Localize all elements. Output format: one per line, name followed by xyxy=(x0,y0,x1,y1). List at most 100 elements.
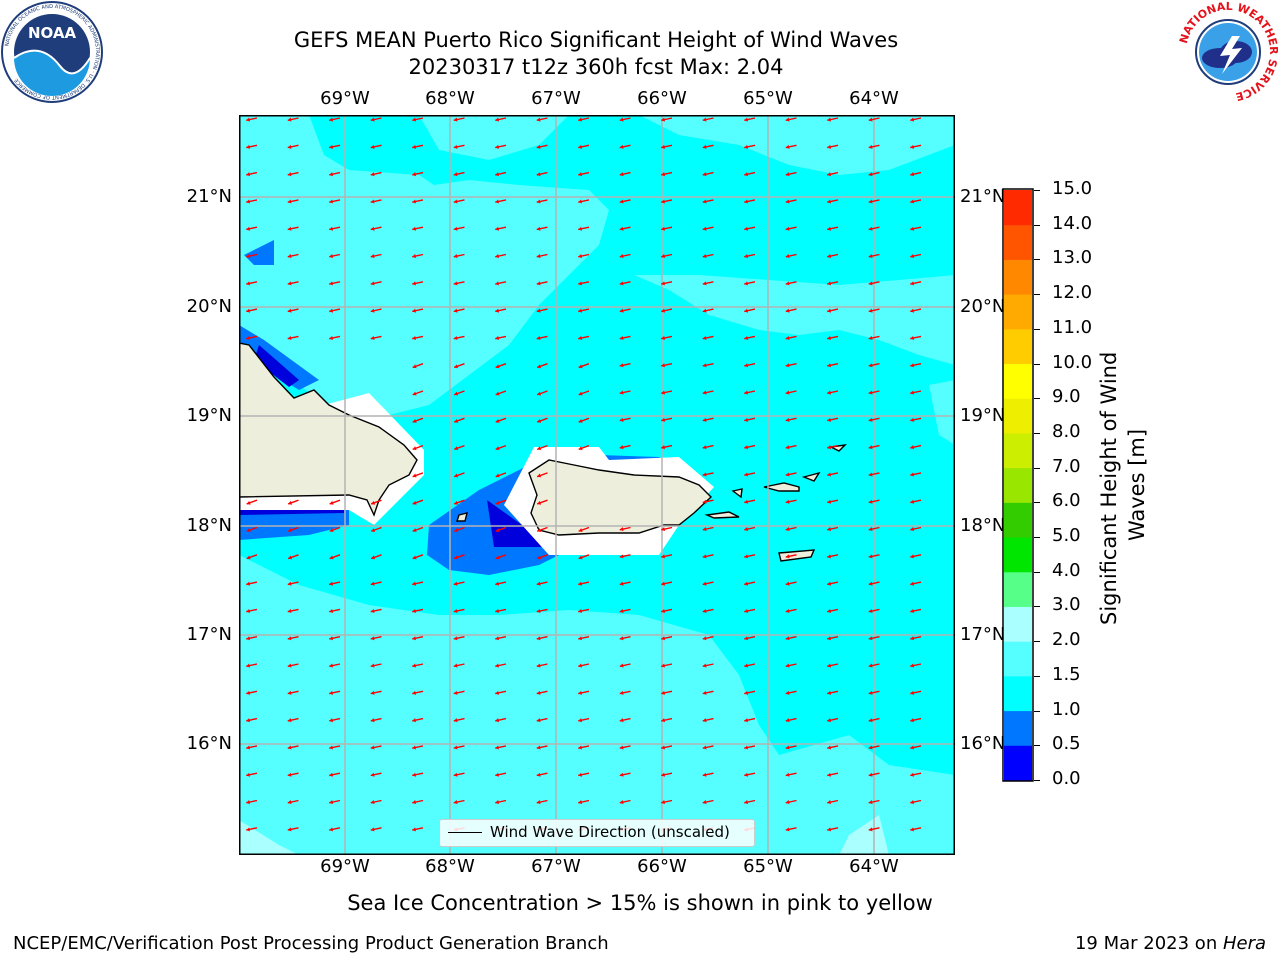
wind-arrow-head xyxy=(868,718,873,723)
wind-arrow-head xyxy=(537,364,542,369)
wind-arrow-head xyxy=(246,800,251,805)
wind-arrow-head xyxy=(661,308,666,313)
colorbar-band xyxy=(1004,710,1032,746)
wind-arrow-head xyxy=(827,827,832,832)
wind-arrow-head xyxy=(412,172,417,177)
colorbar-tick-mark xyxy=(1034,363,1040,365)
wind-arrow-head xyxy=(744,581,749,586)
wind-arrow-head xyxy=(744,472,749,477)
wind-arrow-head xyxy=(744,800,749,805)
wind-arrow-head xyxy=(619,445,624,450)
colorbar-tick-label: 8.0 xyxy=(1052,420,1081,442)
wind-arrow-head xyxy=(702,254,707,259)
wind-arrow-head xyxy=(661,363,666,368)
wind-arrow-head xyxy=(578,772,583,777)
wind-arrow-head xyxy=(412,308,417,313)
wind-arrow-head xyxy=(536,745,541,750)
wind-arrow-head xyxy=(370,690,375,695)
wind-arrow-head xyxy=(578,528,583,533)
wind-arrow-head xyxy=(661,608,666,613)
wind-arrow-head xyxy=(827,745,832,750)
nws-logo: NATIONAL WEATHER SERVICE xyxy=(1177,0,1280,103)
wind-arrow-head xyxy=(619,663,624,668)
wind-arrow-head xyxy=(453,199,458,204)
wind-arrow-head xyxy=(495,226,500,231)
wind-arrow-head xyxy=(329,281,334,286)
wind-arrow-head xyxy=(453,636,458,641)
wind-arrow-head xyxy=(744,499,749,504)
wind-arrow-head xyxy=(744,144,749,149)
wind-arrow-head xyxy=(412,391,417,396)
hispaniola xyxy=(239,342,418,517)
lon-label: 68°W xyxy=(425,856,475,877)
wind-arrow-head xyxy=(329,335,334,340)
wind-arrow-head xyxy=(827,772,832,777)
wind-arrow-head xyxy=(785,363,790,368)
wind-arrow-head xyxy=(412,581,417,586)
wind-arrow-head xyxy=(453,663,458,668)
wind-arrow-head xyxy=(495,555,500,560)
wind-arrow-head xyxy=(661,800,666,805)
wind-arrow-head xyxy=(702,199,707,204)
colorbar-tick-label: 11.0 xyxy=(1052,316,1093,338)
wind-arrow-head xyxy=(371,528,376,533)
wind-arrow-head xyxy=(661,117,666,122)
wind-arrow-head xyxy=(412,473,417,478)
wind-arrow-head xyxy=(661,445,666,450)
wind-arrow-head xyxy=(287,745,292,750)
wind-arrow-head xyxy=(454,418,459,423)
wind-arrow-head xyxy=(702,335,707,340)
wind-arrow-head xyxy=(246,335,251,340)
wind-arrow-head xyxy=(453,690,458,695)
wind-arrow-head xyxy=(370,772,375,777)
wind-arrow-head xyxy=(827,608,832,613)
wind-arrow-head xyxy=(619,254,624,259)
wind-arrow-head xyxy=(495,581,500,586)
colorbar-tick-mark xyxy=(1034,675,1040,677)
colorbar-tick-mark xyxy=(1034,328,1040,330)
wind-arrow-head xyxy=(246,772,251,777)
sea-ice-note: Sea Ice Concentration > 15% is shown in … xyxy=(347,891,933,915)
colorbar-tick-label: 9.0 xyxy=(1052,386,1081,408)
wind-arrow-head xyxy=(868,172,873,177)
wind-arrow-head xyxy=(329,800,334,805)
wind-arrow-head xyxy=(536,335,541,340)
wind-arrow-head xyxy=(827,199,832,204)
virgin-islands xyxy=(763,482,800,492)
wind-arrow-head xyxy=(287,199,292,204)
wind-arrow-head xyxy=(619,772,624,777)
wind-arrow-head xyxy=(578,608,583,613)
wind-arrow-head xyxy=(453,308,458,313)
wind-arrow-head xyxy=(578,745,583,750)
wind-arrow-head xyxy=(537,528,542,533)
wind-arrow-head xyxy=(453,772,458,777)
wind-arrow-head xyxy=(370,226,375,231)
wind-arrow-head xyxy=(661,663,666,668)
wind-arrow-head xyxy=(910,581,915,586)
wind-arrow-head xyxy=(910,718,915,723)
wind-arrow-head xyxy=(619,281,624,286)
wind-arrow-head xyxy=(868,800,873,805)
wind-arrow-head xyxy=(661,745,666,750)
wind-arrow-head xyxy=(702,499,707,504)
wind-arrow-head xyxy=(412,827,417,832)
wind-arrow-head xyxy=(910,144,915,149)
wind-arrow-head xyxy=(329,528,334,533)
wind-arrow-head xyxy=(702,308,707,313)
wind-arrow-head xyxy=(868,335,873,340)
wind-arrow-head xyxy=(578,335,583,340)
wind-arrow-head xyxy=(827,281,832,286)
wind-arrow-head xyxy=(536,117,541,122)
wind-arrow-head xyxy=(661,172,666,177)
wind-arrow-head xyxy=(661,581,666,586)
colorbar-band xyxy=(1004,571,1032,607)
colorbar-label: Significant Height of Wind Waves [m] xyxy=(1097,352,1149,625)
wind-arrow-head xyxy=(702,172,707,177)
wind-arrow-head xyxy=(412,555,417,560)
wind-arrow-head xyxy=(412,117,417,122)
wind-arrow-head xyxy=(495,745,500,750)
wind-arrow-head xyxy=(868,581,873,586)
wind-arrow-head xyxy=(246,745,251,750)
wind-arrow-head xyxy=(910,226,915,231)
lat-label: 19°N xyxy=(186,405,232,426)
